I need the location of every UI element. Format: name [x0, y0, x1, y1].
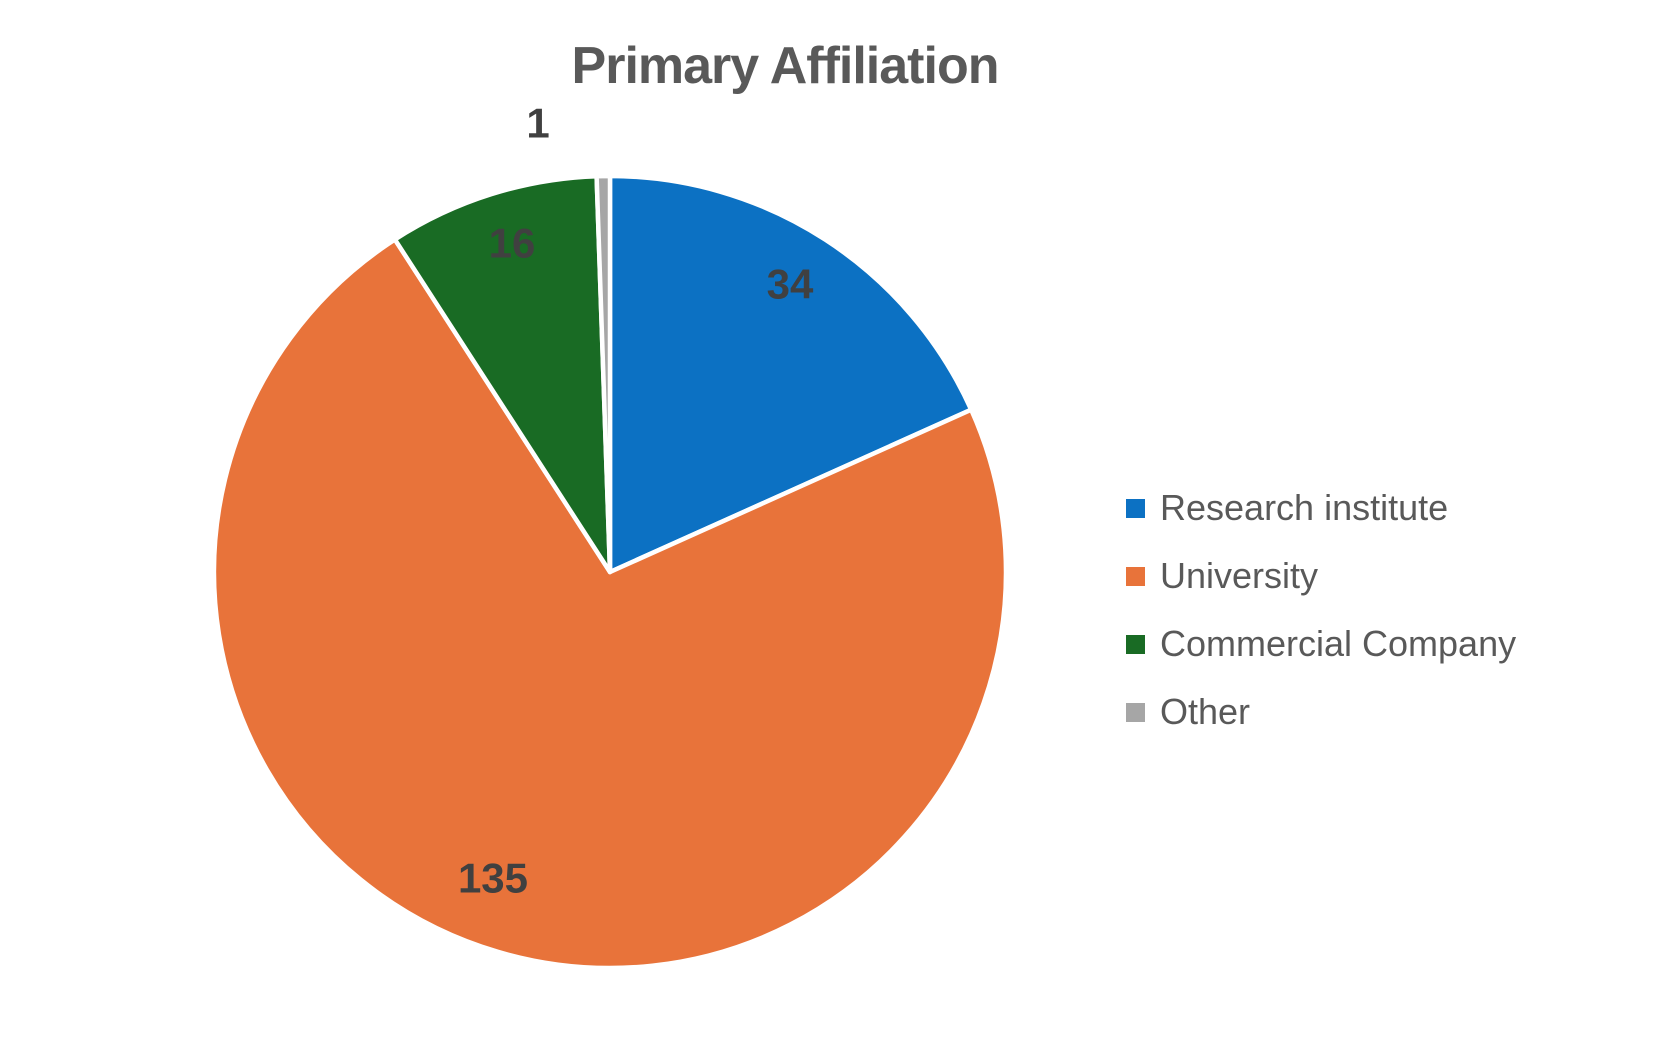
legend-swatch-university	[1126, 566, 1145, 586]
legend: Research institute University Commercial…	[1126, 474, 1516, 746]
pie-slice-research-institute	[607, 173, 974, 575]
pie-slice-university	[211, 237, 1009, 971]
legend-swatch-other	[1126, 702, 1145, 722]
data-label-research-institute: 34	[767, 261, 814, 308]
legend-item-other: Other	[1126, 678, 1516, 746]
legend-item-research-institute: Research institute	[1126, 474, 1516, 542]
pie-slice-other	[594, 173, 613, 575]
chart-title: Primary Affiliation	[571, 37, 1000, 95]
legend-label: University	[1160, 555, 1319, 596]
legend-label: Other	[1160, 691, 1251, 732]
data-label-university: 135	[458, 855, 528, 902]
data-label-other: 1	[526, 100, 549, 147]
legend-label: Research institute	[1160, 487, 1449, 528]
legend-swatch-commercial-company	[1126, 634, 1145, 654]
pie-slice-commercial-company	[392, 173, 613, 575]
legend-item-university: University	[1126, 542, 1516, 610]
data-label-commercial-company: 16	[489, 220, 536, 267]
legend-item-commercial-company: Commercial Company	[1126, 610, 1516, 678]
legend-swatch-research-institute	[1126, 498, 1145, 518]
legend-label: Commercial Company	[1160, 623, 1517, 664]
